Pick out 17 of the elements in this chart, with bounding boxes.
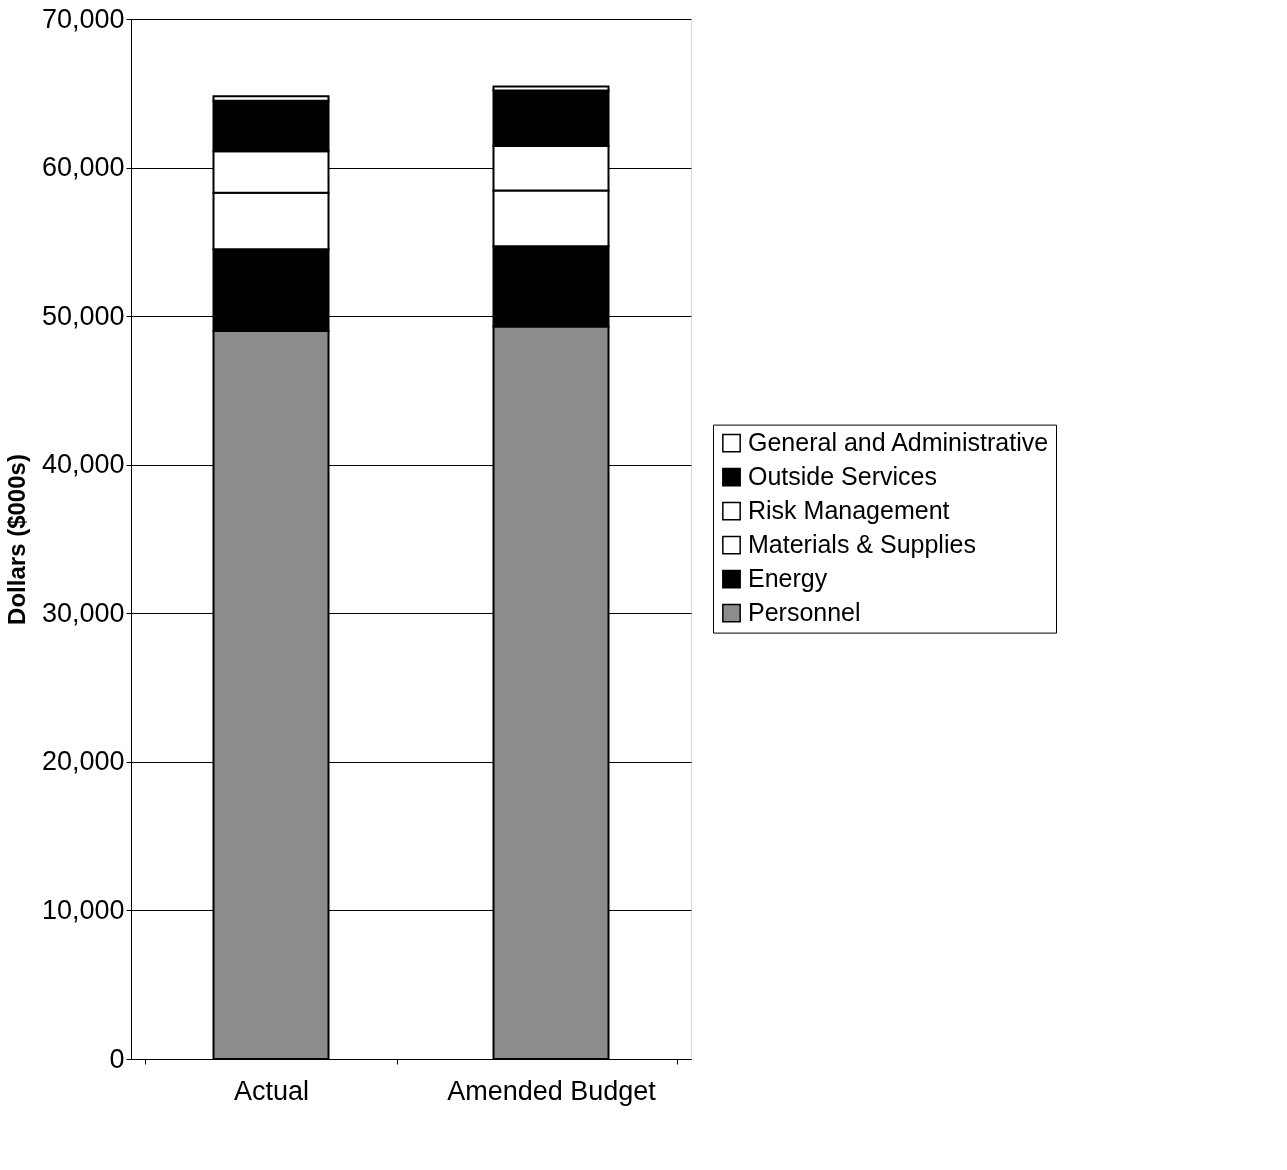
y-tick-label: 60,000 <box>41 152 125 183</box>
y-tick-label: 30,000 <box>41 597 125 628</box>
legend-label: General and Administrative <box>748 428 1049 457</box>
y-tick-label: 10,000 <box>41 894 125 925</box>
y-axis-title: Dollars ($000s) <box>2 454 30 625</box>
legend-label: Personnel <box>748 598 861 627</box>
legend-label: Energy <box>748 564 828 593</box>
legend-label: Materials & Supplies <box>748 530 976 559</box>
y-tick-label: 20,000 <box>41 746 125 777</box>
legend-label: Risk Management <box>748 496 950 525</box>
x-tick-label: Actual <box>233 1075 310 1106</box>
y-tick-label: 0 <box>109 1043 125 1074</box>
x-tick-label: Amended Budget <box>447 1075 657 1106</box>
legend-label: Outside Services <box>748 462 937 491</box>
y-tick-label: 50,000 <box>41 300 125 331</box>
y-tick-label: 40,000 <box>41 449 125 480</box>
y-tick-label: 70,000 <box>41 3 125 34</box>
